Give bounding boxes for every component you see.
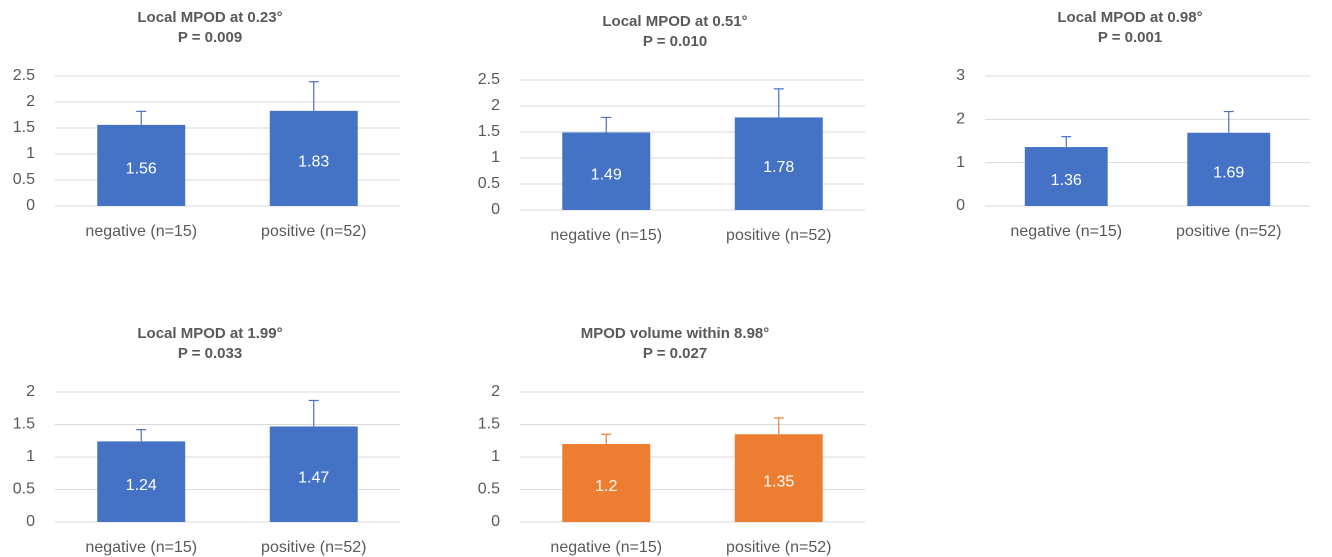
value-label: 1.36 <box>1051 172 1082 189</box>
y-tick-label: 1 <box>26 145 35 162</box>
value-label: 1.24 <box>126 477 157 494</box>
y-tick-label: 1 <box>956 154 965 171</box>
chart-subtitle: P = 0.001 <box>1098 29 1162 46</box>
bar <box>1187 132 1271 206</box>
bar <box>269 426 358 522</box>
y-tick-label: 1.5 <box>478 416 500 433</box>
chart-title: Local MPOD at 0.98° <box>1057 9 1202 26</box>
value-label: 1.69 <box>1213 165 1244 182</box>
error-bar <box>308 81 319 111</box>
x-tick-label: positive (n=52) <box>726 227 831 244</box>
error-bar <box>136 110 147 125</box>
error-bar <box>1061 136 1072 148</box>
value-label: 1.47 <box>298 469 329 486</box>
error-bar <box>773 88 784 118</box>
x-tick-label: positive (n=52) <box>261 223 366 240</box>
x-tick-label: positive (n=52) <box>726 539 831 556</box>
chart-subtitle: P = 0.027 <box>643 345 707 362</box>
y-tick-label: 2 <box>26 93 35 110</box>
chart-subtitle: P = 0.010 <box>643 33 707 50</box>
y-tick-label: 0 <box>491 513 500 530</box>
y-tick-label: 2 <box>491 383 500 400</box>
bar <box>734 434 823 522</box>
value-label: 1.83 <box>298 154 329 171</box>
y-tick-label: 1 <box>491 448 500 465</box>
error-bar <box>601 433 612 444</box>
x-tick-label: negative (n=15) <box>85 539 197 556</box>
y-tick-label: 0.5 <box>478 175 500 192</box>
bar <box>562 132 651 210</box>
y-tick-label: 2.5 <box>478 71 500 88</box>
error-bar <box>601 116 612 133</box>
chart-panel: Local MPOD at 0.98° P = 0.001 0 1 2 3 1.36 nega… <box>956 9 1310 240</box>
x-tick-label: negative (n=15) <box>550 539 662 556</box>
y-tick-label: 2 <box>26 383 35 400</box>
value-label: 1.49 <box>591 166 622 183</box>
y-tick-label: 1.5 <box>13 416 35 433</box>
x-tick-label: positive (n=52) <box>1176 223 1281 240</box>
y-tick-label: 0 <box>26 513 35 530</box>
y-tick-label: 0.5 <box>13 171 35 188</box>
error-bar <box>1223 110 1234 133</box>
error-bar <box>773 417 784 435</box>
y-tick-label: 0 <box>491 201 500 218</box>
chart-panel: Local MPOD at 1.99° P = 0.033 0 0.5 1 1.5 2 1.2… <box>13 325 400 556</box>
chart-subtitle: P = 0.033 <box>178 345 242 362</box>
y-tick-label: 0.5 <box>13 481 35 498</box>
x-tick-label: positive (n=52) <box>261 539 366 556</box>
y-tick-label: 1.5 <box>13 119 35 136</box>
y-tick-label: 0 <box>26 197 35 214</box>
chart-title: Local MPOD at 1.99° <box>137 325 282 342</box>
y-tick-label: 2 <box>491 97 500 114</box>
y-tick-label: 1 <box>491 149 500 166</box>
value-label: 1.2 <box>595 478 617 495</box>
y-tick-label: 0 <box>956 197 965 214</box>
y-tick-label: 1 <box>26 448 35 465</box>
x-tick-label: negative (n=15) <box>1010 223 1122 240</box>
chart-title: Local MPOD at 0.51° <box>602 13 747 30</box>
bar <box>97 441 186 522</box>
bar <box>734 117 823 210</box>
bar <box>562 444 651 522</box>
y-tick-label: 1.5 <box>478 123 500 140</box>
bar <box>97 124 186 206</box>
chart-title: MPOD volume within 8.98° <box>581 325 770 342</box>
chart-panel: MPOD volume within 8.98° P = 0.027 0 0.5 1 1.… <box>478 325 865 556</box>
value-label: 1.56 <box>126 161 157 178</box>
value-label: 1.35 <box>763 473 794 490</box>
error-bar <box>308 399 319 427</box>
value-label: 1.78 <box>763 159 794 176</box>
y-tick-label: 2.5 <box>13 67 35 84</box>
x-tick-label: negative (n=15) <box>550 227 662 244</box>
bar <box>269 110 358 206</box>
chart-panel: Local MPOD at 0.23° P = 0.009 0 0.5 1 1.5 2 2.5… <box>13 9 400 240</box>
bar <box>1024 147 1108 206</box>
y-tick-label: 3 <box>956 67 965 84</box>
chart-subtitle: P = 0.009 <box>178 29 242 46</box>
chart-title: Local MPOD at 0.23° <box>137 9 282 26</box>
y-tick-label: 0.5 <box>478 481 500 498</box>
y-tick-label: 2 <box>956 111 965 128</box>
chart-panel: Local MPOD at 0.51° P = 0.010 0 0.5 1 1.5 2 2.5… <box>478 13 865 244</box>
error-bar <box>136 429 147 442</box>
x-tick-label: negative (n=15) <box>85 223 197 240</box>
